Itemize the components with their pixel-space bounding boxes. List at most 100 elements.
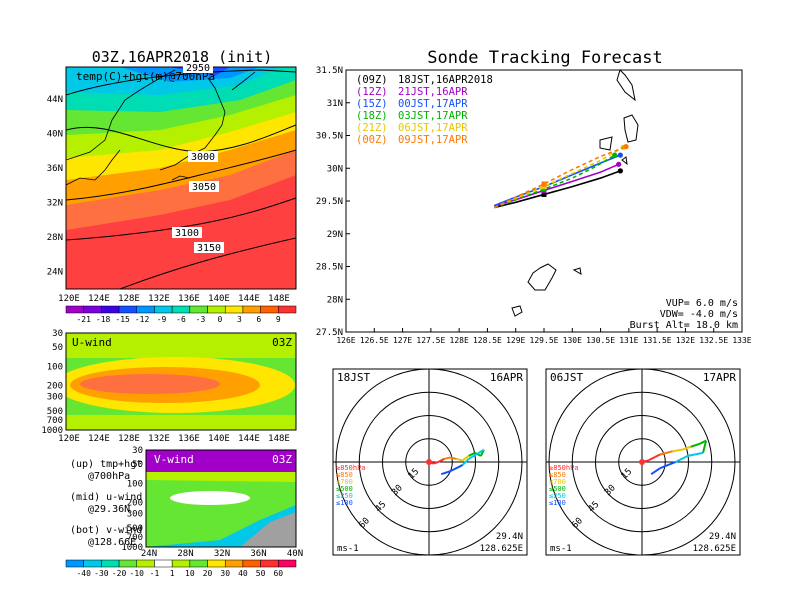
hodo-segment xyxy=(468,448,485,460)
map-lon-tick: 140E xyxy=(208,294,230,304)
colorbar-swatch xyxy=(154,559,173,568)
hodo-segment xyxy=(461,455,470,462)
colorbar-swatch xyxy=(189,305,208,314)
contour-label-bg xyxy=(172,227,202,238)
coastline-korea-china xyxy=(66,69,176,186)
hodo-origin xyxy=(426,459,432,465)
hodo-segment xyxy=(437,458,445,463)
map-contour-labels: 2950 3000 3050 3100 3150 xyxy=(172,62,224,254)
u-y-tick: 30 xyxy=(52,329,63,339)
colorbar-label: 6 xyxy=(256,315,261,324)
track-legend-text: 09JST,17APR xyxy=(398,134,468,146)
v-y-tick: 500 xyxy=(127,524,143,534)
legend-mid-2: @29.36N xyxy=(88,504,130,515)
u-top-band xyxy=(66,333,296,358)
u-frame xyxy=(65,332,297,431)
colorbar-label: 10 xyxy=(185,569,195,578)
temp-colorbar: -21 -18 -15 -12 -9 -6 -3 0 3 6 9 xyxy=(65,305,297,324)
track-burst-point xyxy=(617,168,623,174)
u-y-tick: 1000 xyxy=(41,426,63,436)
track-lon-tick: 129E xyxy=(506,336,525,345)
track-lat-tick: 27.5N xyxy=(316,328,343,338)
hodo-level-label: ≤500 xyxy=(549,485,566,493)
colorbar-swatch xyxy=(171,559,191,568)
track-lat-tick: 31.5N xyxy=(316,66,343,76)
hodo-segment xyxy=(433,461,439,465)
hodo-lon: 128.625E xyxy=(693,544,736,554)
v-y-tick: 30 xyxy=(132,446,143,456)
wind-colorbar: -40 -30 -20 -10 -1 1 10 20 30 40 50 60 xyxy=(65,559,297,578)
track-legend-code: (12Z) xyxy=(356,86,388,98)
track-burst-point xyxy=(617,152,623,158)
colorbar-label: 0 xyxy=(218,315,223,324)
contour-label-bg xyxy=(188,151,218,162)
track-lat-ticks: 31.5N 31N 30.5N 30N 29.5N 29N 28.5N 28N 27.5N xyxy=(316,66,350,338)
v-y-tick: 200 xyxy=(127,498,143,508)
hodo-level-label: ≤700 xyxy=(336,478,353,486)
map-lon-tick: 148E xyxy=(268,294,290,304)
colorbar-swatch xyxy=(278,305,297,314)
v-y-tick: 300 xyxy=(127,510,143,520)
colorbar-swatch xyxy=(260,559,279,568)
v-label: V-wind xyxy=(154,453,194,466)
v-upper-band xyxy=(146,472,296,482)
map-lat-ticks: 44N 40N 36N 32N 28N 24N xyxy=(47,95,63,278)
colorbar-swatch xyxy=(171,305,191,314)
panel-legend-text: (up) tmp+hgt @700hPa (mid) u-wind @29.36… xyxy=(70,459,142,548)
hodo-segment xyxy=(659,461,676,470)
colorbar-label: 20 xyxy=(203,569,213,578)
map-lat-tick: 40N xyxy=(47,130,63,140)
contour-label: 2950 xyxy=(186,63,210,74)
hodo-level-label: ≤100 xyxy=(336,499,353,507)
hodo-segment xyxy=(461,458,470,466)
hodo-ring-label: 45 xyxy=(374,500,389,515)
u-x-ticks: 120E 124E 128E 132E 136E 140E 144E 148E xyxy=(58,434,290,444)
hodo-segment xyxy=(702,440,708,454)
track-legend-text: 03JST,17APR xyxy=(398,110,468,122)
track-legend: (09Z) 18JST,16APR2018 (12Z) 21JST,16APR (15Z… xyxy=(356,74,493,146)
track-series-line xyxy=(493,163,619,208)
u-x-tick: 136E xyxy=(178,434,200,444)
contour-label-bg xyxy=(194,242,224,253)
colorbar-swatch xyxy=(242,305,261,314)
hodo-segment xyxy=(449,464,464,473)
hodo-lon: 128.625E xyxy=(480,544,523,554)
track-legend-code: (09Z) xyxy=(356,74,388,86)
hodo-level-label: ≤250 xyxy=(549,492,566,500)
temp-map: temp(C)+hgt(m)@700hPa 120E 124E 128E 132E 13… xyxy=(47,62,297,304)
hodo-unit: ms-1 xyxy=(550,544,572,554)
hodo-time: 18JST xyxy=(337,371,370,384)
hodo-segment xyxy=(440,470,451,476)
map-band-cool3 xyxy=(66,67,120,80)
u-low-band xyxy=(66,415,296,430)
colorbar-label: 9 xyxy=(276,315,281,324)
track-legend-text: 18JST,16APR2018 xyxy=(398,74,493,86)
track-legend-text: 06JST,17APR xyxy=(398,122,468,134)
track-legend-code: (21Z) xyxy=(356,122,388,134)
legend-up-2: @700hPa xyxy=(88,471,130,482)
colorbar-swatch xyxy=(242,559,261,568)
u-x-tick: 144E xyxy=(238,434,260,444)
hodo-plot-area xyxy=(333,369,527,555)
hodo-segment xyxy=(672,448,682,453)
contour-label: 3050 xyxy=(192,182,216,193)
track-lon-tick: 132.5E xyxy=(699,336,728,345)
track-burst-point xyxy=(612,152,618,158)
v-time: 03Z xyxy=(272,453,292,466)
contour-label-bg xyxy=(189,181,219,192)
colorbar-label: 50 xyxy=(256,569,266,578)
hodo-date: 16APR xyxy=(490,371,523,384)
track-lon-tick: 129.5E xyxy=(530,336,559,345)
track-legend-text: 21JST,16APR xyxy=(398,86,468,98)
u-x-tick: 132E xyxy=(148,434,170,444)
u-label: U-wind xyxy=(72,336,112,349)
track-lon-ticks: 126E 126.5E 127E 127.5E 128E 128.5E 129E 129.5E… xyxy=(336,328,752,345)
hodo-segment xyxy=(444,456,451,460)
hodo-unit: ms-1 xyxy=(337,544,359,554)
v-x-tick: 24N xyxy=(141,549,157,559)
